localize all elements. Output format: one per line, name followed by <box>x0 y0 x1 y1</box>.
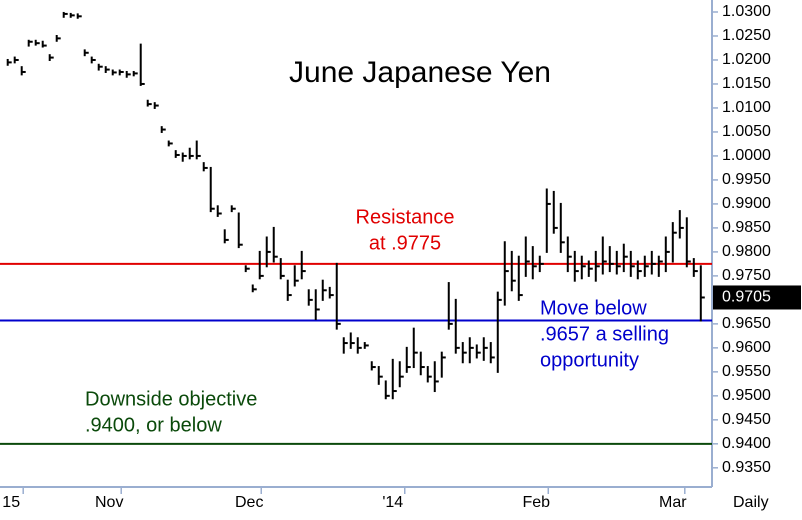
y-tick-label: 0.9900 <box>722 195 771 212</box>
annotation: at .9775 <box>369 232 441 254</box>
last-price-box <box>713 285 801 310</box>
y-tick-label: 0.9850 <box>722 219 771 236</box>
y-tick-label: 0.9350 <box>722 459 771 476</box>
y-tick-label: 1.0150 <box>722 75 771 92</box>
last-price-label: 0.9705 <box>722 289 771 306</box>
y-tick-label: 0.9400 <box>722 435 771 452</box>
y-tick-label: 0.9450 <box>722 411 771 428</box>
annotation: Move below <box>540 297 647 319</box>
y-tick-label: 1.0050 <box>722 123 771 140</box>
y-tick-label: 0.9650 <box>722 315 771 332</box>
x-tick-label: 15 <box>2 494 20 511</box>
period-label: Daily <box>733 494 769 511</box>
y-tick-label: 0.9950 <box>722 171 771 188</box>
y-tick-label: 1.0000 <box>722 147 771 164</box>
y-tick-label: 1.0200 <box>722 51 771 68</box>
x-tick-label: '14 <box>382 494 403 511</box>
y-tick-label: 0.9600 <box>722 339 771 356</box>
annotation: opportunity <box>540 349 639 371</box>
y-tick-label: 1.0250 <box>722 27 771 44</box>
x-tick-label: Dec <box>235 494 263 511</box>
annotation: .9657 a selling <box>540 323 669 345</box>
y-tick-label: 1.0100 <box>722 99 771 116</box>
y-tick-label: 1.0300 <box>722 3 771 20</box>
x-tick-label: Nov <box>95 494 123 511</box>
y-tick-label: 0.9550 <box>722 363 771 380</box>
chart-title: June Japanese Yen <box>289 56 551 89</box>
annotation: .9400, or below <box>85 414 222 436</box>
annotation: Downside objective <box>85 388 257 410</box>
x-tick-label: Feb <box>522 494 550 511</box>
annotation: Resistance <box>356 206 455 228</box>
y-tick-label: 0.9500 <box>722 387 771 404</box>
y-tick-label: 0.9750 <box>722 267 771 284</box>
x-tick-label: Mar <box>659 494 687 511</box>
y-tick-label: 0.9800 <box>722 243 771 260</box>
